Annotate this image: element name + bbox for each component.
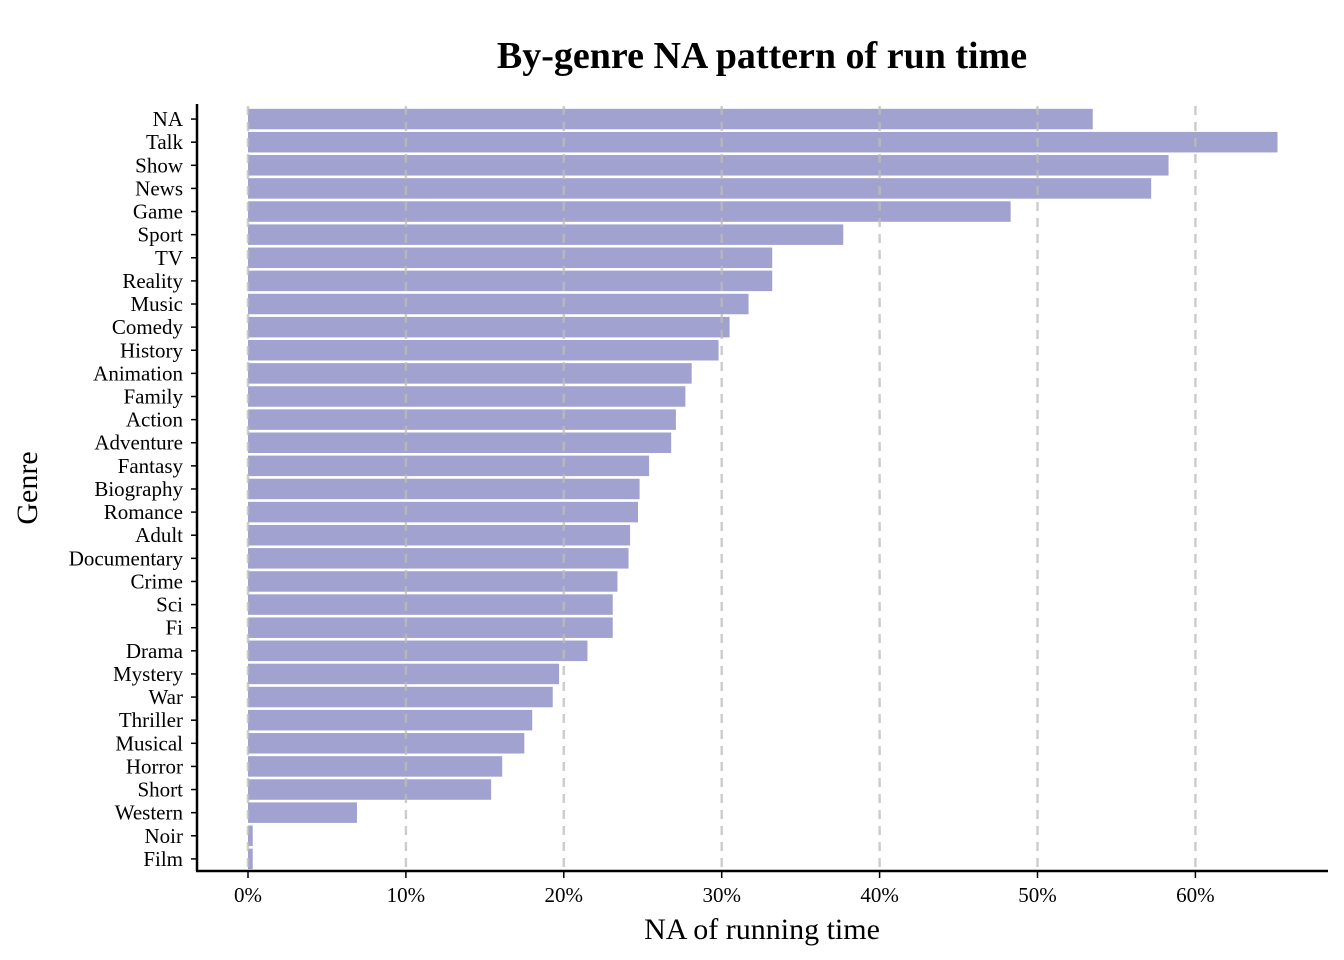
y-tick-label: Romance [104, 500, 183, 524]
y-tick-label: Sci [156, 593, 183, 617]
bar-reality [248, 270, 773, 292]
y-tick-label: Show [135, 153, 184, 177]
bar-biography [248, 478, 640, 500]
y-tick-label: Drama [126, 639, 184, 663]
bar-news [248, 178, 1152, 199]
y-tick-label: Family [123, 385, 183, 409]
bar-show [248, 155, 1169, 176]
bar-action [248, 409, 676, 430]
y-tick-label: TV [155, 246, 183, 270]
y-tick-label: Sport [137, 223, 183, 247]
bar-fi [248, 617, 613, 638]
y-tick-label: Thriller [119, 708, 183, 732]
x-tick-label: 0% [234, 883, 262, 907]
bar-romance [248, 501, 639, 523]
y-tick-label: Music [131, 292, 184, 316]
y-tick-label: Noir [145, 824, 184, 848]
x-tick-label: 60% [1176, 883, 1215, 907]
y-tick-label: Film [143, 847, 183, 871]
x-axis-title: NA of running time [644, 913, 880, 946]
y-axis-title: Genre [11, 451, 44, 524]
bar-history [248, 340, 719, 361]
bar-comedy [248, 316, 730, 338]
bar-thriller [248, 709, 533, 731]
bar-mystery [248, 663, 560, 685]
y-tick-label: Documentary [69, 546, 184, 570]
y-axis: NATalkShowNewsGameSportTVRealityMusicCom… [69, 104, 199, 871]
x-tick-label: 40% [860, 883, 899, 907]
y-tick-label: Western [115, 801, 184, 825]
y-tick-label: War [149, 685, 183, 709]
x-tick-label: 50% [1018, 883, 1057, 907]
bar-western [248, 802, 357, 823]
bar-drama [248, 640, 588, 662]
y-tick-label: Biography [94, 477, 183, 501]
x-tick-label: 20% [545, 883, 584, 907]
bar-animation [248, 363, 692, 384]
bar-musical [248, 733, 525, 754]
bar-talk [248, 131, 1278, 153]
y-tick-label: Comedy [112, 315, 184, 339]
y-tick-label: News [135, 176, 183, 200]
y-tick-label: Fantasy [118, 454, 184, 478]
bar-tv [248, 247, 773, 269]
bars [248, 108, 1278, 870]
bar-na [248, 108, 1093, 130]
y-tick-label: Game [133, 200, 183, 224]
bar-adult [248, 524, 631, 546]
y-tick-label: History [120, 338, 184, 362]
bar-crime [248, 571, 618, 592]
y-tick-label: Short [137, 778, 183, 802]
y-tick-label: NA [153, 107, 184, 131]
y-tick-label: Action [126, 408, 184, 432]
bar-family [248, 386, 686, 407]
bar-game [248, 201, 1011, 222]
y-tick-label: Musical [115, 731, 183, 755]
y-tick-label: Adventure [94, 431, 183, 455]
y-tick-label: Fi [165, 616, 183, 640]
bar-fantasy [248, 455, 650, 477]
y-tick-label: Adult [135, 523, 183, 547]
y-tick-label: Reality [122, 269, 183, 293]
bar-sci [248, 594, 613, 615]
chart-title: By-genre NA pattern of run time [497, 35, 1027, 77]
y-tick-label: Mystery [113, 662, 183, 686]
y-tick-label: Crime [131, 569, 184, 593]
bar-sport [248, 224, 844, 245]
bar-film [248, 848, 253, 870]
bar-short [248, 779, 492, 800]
bar-adventure [248, 432, 672, 453]
bar-documentary [248, 548, 629, 569]
x-axis: 0% 10% 20% 30% 40% 50% 60% [196, 869, 1328, 907]
y-tick-label: Animation [93, 361, 183, 385]
y-tick-label: Horror [126, 754, 183, 778]
bar-war [248, 686, 553, 708]
bar-music [248, 293, 749, 315]
bar-noir [248, 825, 253, 847]
x-tick-label: 10% [387, 883, 426, 907]
bar-horror [248, 756, 503, 777]
y-tick-label: Talk [146, 130, 184, 154]
x-tick-label: 30% [702, 883, 741, 907]
